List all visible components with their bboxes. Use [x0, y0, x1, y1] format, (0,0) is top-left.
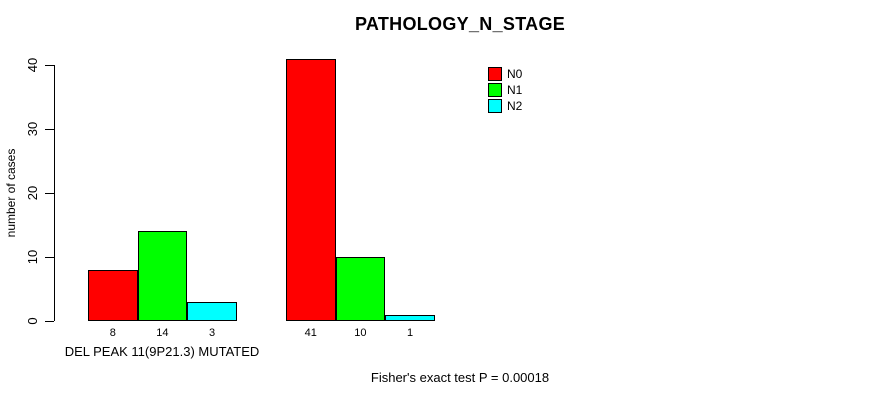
legend-label: N0 [507, 67, 523, 81]
bar-N2-group1 [187, 301, 237, 321]
y-tick-label: 10 [25, 249, 40, 265]
bar-N0-group1 [88, 269, 138, 321]
legend-swatch-N0 [488, 67, 502, 81]
y-tick-mark [45, 65, 54, 66]
y-tick-label: 0 [25, 317, 40, 325]
legend-row-N2: N2 [488, 98, 522, 114]
fisher-test-annotation: Fisher's exact test P = 0.00018 [370, 370, 550, 385]
y-axis-label: number of cases [4, 148, 18, 238]
y-tick-label: 20 [25, 185, 40, 201]
bar-value-label: 14 [156, 327, 169, 339]
y-tick-mark [45, 193, 54, 194]
bar-value-label: 10 [354, 327, 367, 339]
chart-title: PATHOLOGY_N_STAGE [354, 14, 566, 34]
legend-row-N0: N0 [488, 66, 522, 82]
y-tick-label: 40 [25, 57, 40, 73]
y-tick-label: 30 [25, 121, 40, 137]
bar-value-label: 41 [304, 327, 317, 339]
y-tick-mark [45, 257, 54, 258]
bar-N1-group1 [137, 231, 188, 321]
legend-label: N1 [507, 83, 523, 97]
bar-N2-group2 [385, 314, 435, 321]
bar-value-label: 1 [406, 327, 414, 339]
x-category-label: DEL PEAK 11(9P21.3) MUTATED [64, 344, 260, 359]
legend-label: N2 [507, 99, 523, 113]
bar-value-label: 3 [208, 327, 216, 339]
legend-swatch-N2 [488, 99, 502, 113]
bar-value-label: 8 [109, 327, 116, 339]
legend-swatch-N1 [488, 83, 502, 97]
legend: N0 N1 N2 [488, 66, 522, 114]
y-tick-mark [45, 129, 54, 130]
y-axis-line [54, 65, 55, 321]
bar-N0-group2 [286, 58, 336, 321]
legend-row-N1: N1 [488, 82, 522, 98]
bar-N1-group2 [335, 257, 386, 321]
y-tick-mark [45, 321, 54, 322]
